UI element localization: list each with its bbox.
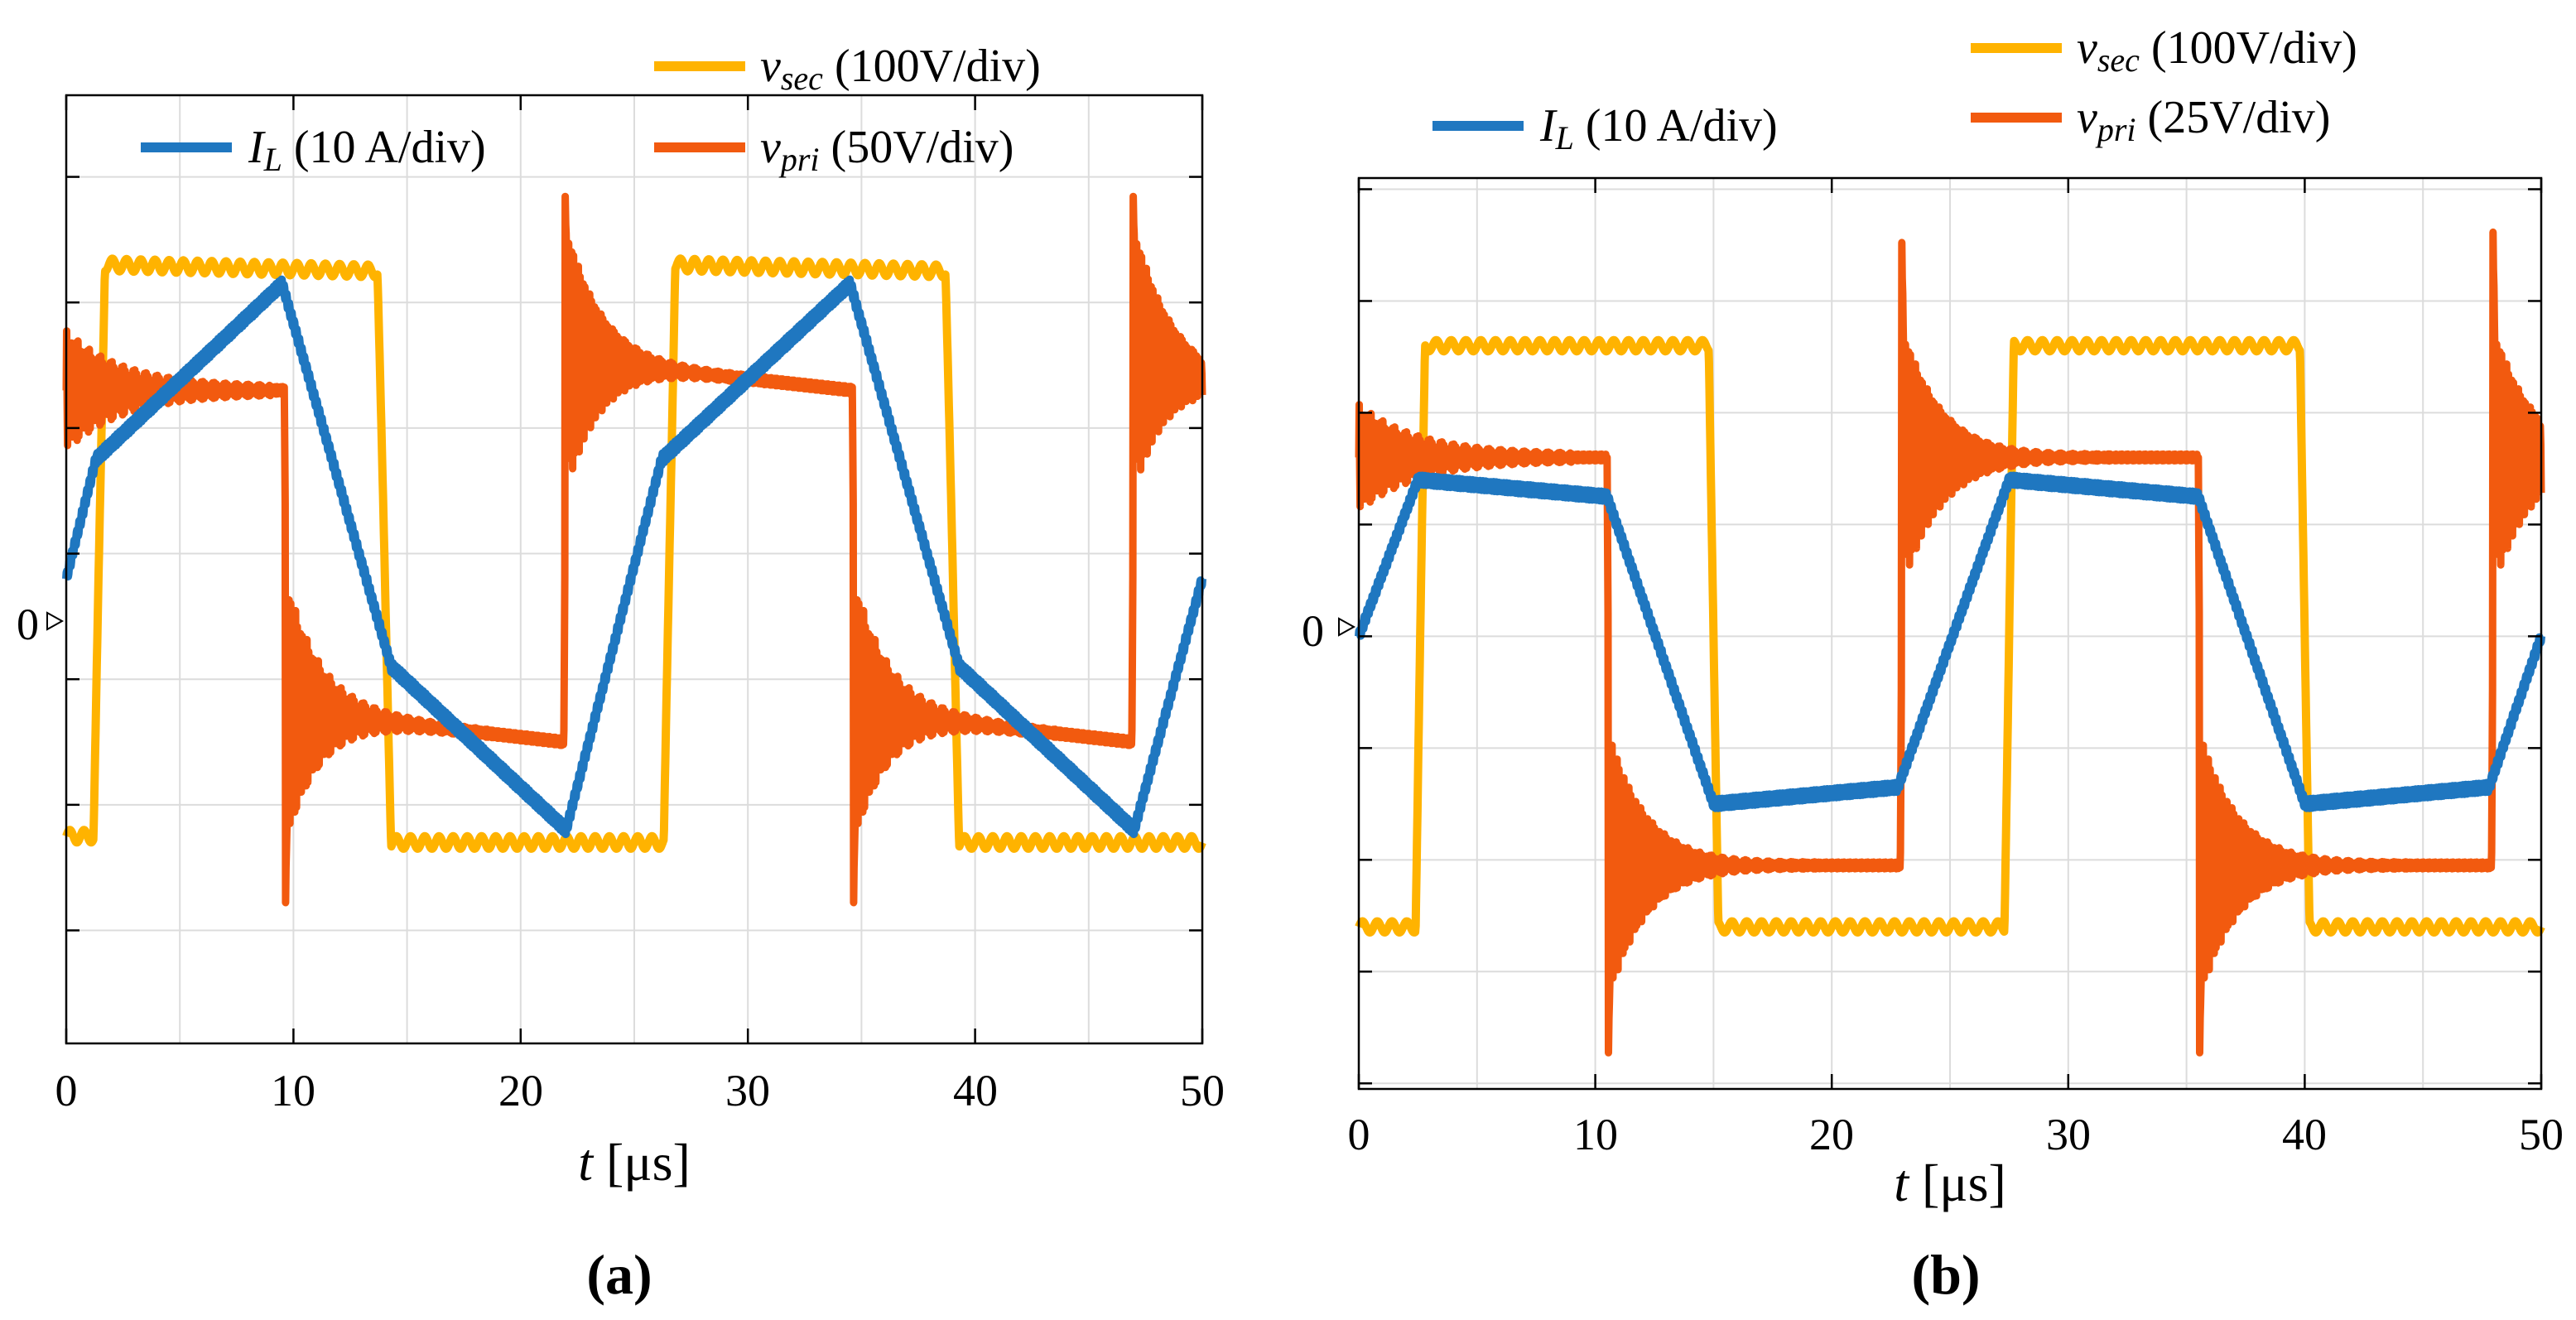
panel-b: 0 10 20 30 40 50 0 t [μs] (b) vsec (100V…: [1302, 22, 2564, 1306]
legend-a: vsec (100V/div) IL (10 A/div) vpri (50V/…: [141, 41, 1041, 178]
ticks-b: [1357, 178, 2543, 1089]
x-tick-label: 10: [1573, 1110, 1618, 1159]
legend-label-vsec: vsec (100V/div): [2077, 22, 2357, 79]
zero-label: 0: [17, 600, 39, 649]
zero-label: 0: [1302, 606, 1324, 656]
panel-a: 0 10 20 30 40 50 0 t [μs] (a) vsec (100V…: [17, 41, 1225, 1306]
series-line-vpri-a: [62, 192, 1206, 907]
x-tick-label: 10: [271, 1066, 315, 1115]
x-tick-label: 30: [725, 1066, 770, 1115]
series-line-vsec-a: [62, 254, 1206, 853]
x-axis-unit: [μs]: [606, 1133, 691, 1192]
x-axis-label: t [μs]: [1894, 1154, 2006, 1212]
plot-frame-a: [65, 94, 1204, 1045]
x-tick-label: 0: [1348, 1110, 1370, 1159]
grid-b: [1358, 178, 2542, 1089]
legend-label-il: IL (10 A/div): [1539, 100, 1778, 157]
x-tick-label: 40: [953, 1066, 998, 1115]
legend-label-vpri: vpri (50V/div): [760, 122, 1014, 178]
series-line-vsec-b: [1355, 335, 2545, 937]
x-axis-var: t: [578, 1133, 595, 1192]
legend-label-vpri: vpri (25V/div): [2077, 92, 2330, 148]
zero-marker-icon: [46, 611, 65, 631]
zero-marker-icon: [1338, 617, 1356, 637]
panel-caption-a: (a): [586, 1243, 652, 1306]
series-a: [62, 192, 1206, 907]
legend-label-il: IL (10 A/div): [248, 122, 486, 178]
x-tick-label: 20: [1809, 1110, 1854, 1159]
plot-frame-b: [1357, 176, 2543, 1091]
x-axis-label: t [μs]: [578, 1133, 691, 1192]
series-b: [1355, 228, 2545, 1057]
series-line-vpri-b: [1355, 228, 2545, 1057]
x-tick-label: 50: [1180, 1066, 1225, 1115]
x-tick-label: 30: [2046, 1110, 2091, 1159]
legend-b: vsec (100V/div) IL (10 A/div) vpri (25V/…: [1432, 22, 2357, 157]
panel-caption-b: (b): [1911, 1243, 1980, 1306]
x-tick-label: 40: [2282, 1110, 2327, 1159]
x-tick-label: 0: [55, 1066, 78, 1115]
x-axis-unit: [μs]: [1922, 1154, 2006, 1212]
x-axis-var: t: [1894, 1154, 1910, 1212]
legend-label-vsec: vsec (100V/div): [760, 41, 1041, 97]
ticks-a: [65, 95, 1204, 1043]
series-line-il-b: [1355, 471, 2545, 812]
x-tick-label: 50: [2519, 1110, 2564, 1159]
x-tick-label: 20: [498, 1066, 543, 1115]
series-line-il-a: [62, 275, 1206, 839]
